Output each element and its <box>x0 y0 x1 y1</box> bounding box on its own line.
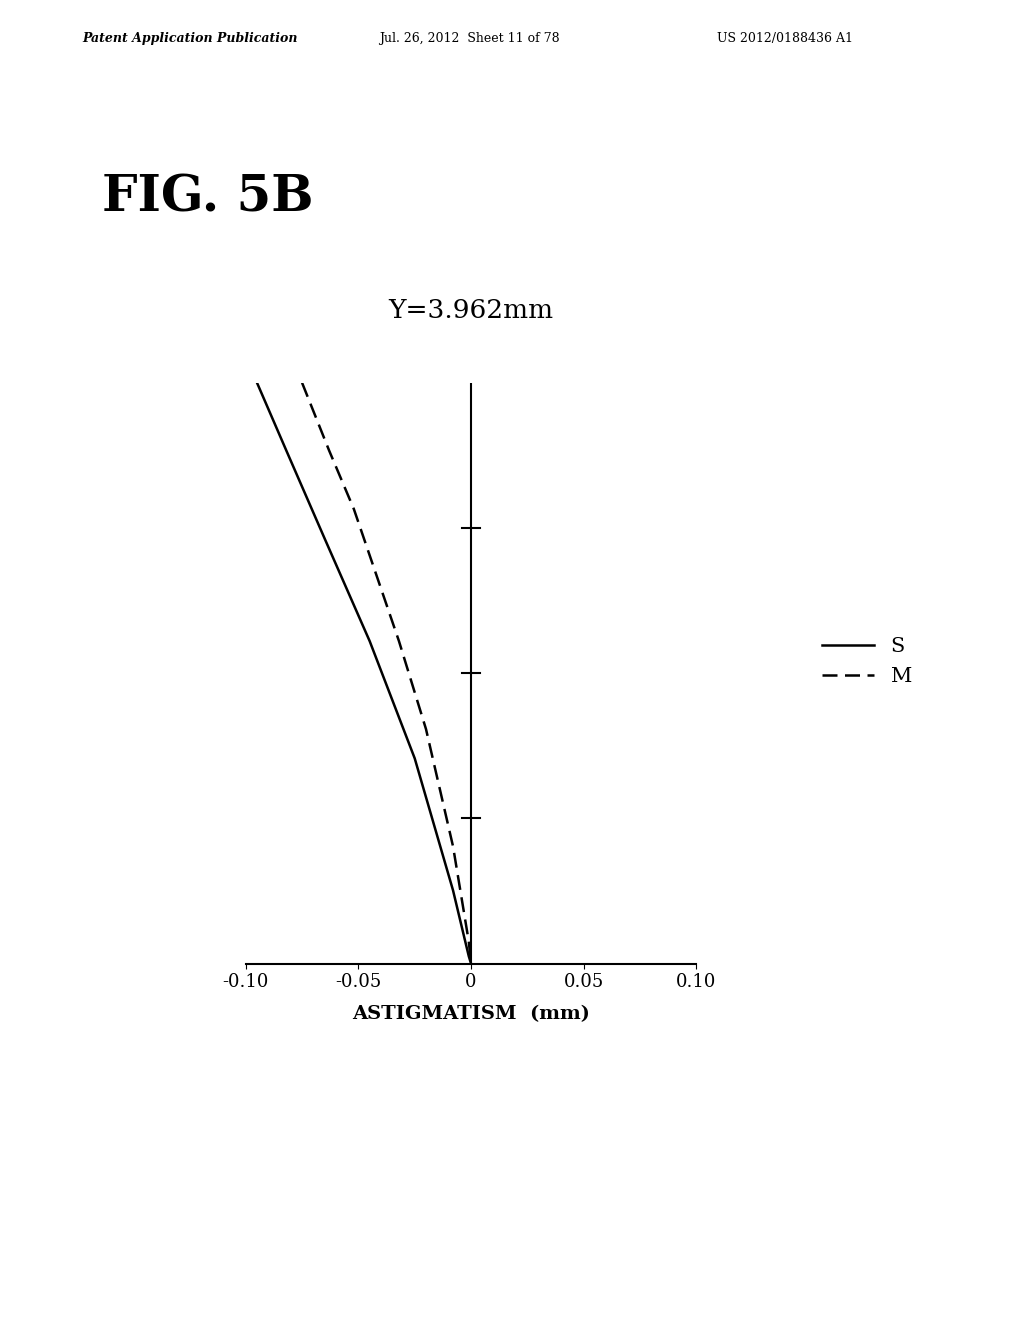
Text: FIG. 5B: FIG. 5B <box>102 173 314 222</box>
Text: Jul. 26, 2012  Sheet 11 of 78: Jul. 26, 2012 Sheet 11 of 78 <box>379 32 559 45</box>
Text: Patent Application Publication: Patent Application Publication <box>82 32 297 45</box>
X-axis label: ASTIGMATISM  (mm): ASTIGMATISM (mm) <box>352 1006 590 1023</box>
Text: Y=3.962mm: Y=3.962mm <box>388 298 554 323</box>
Text: US 2012/0188436 A1: US 2012/0188436 A1 <box>717 32 853 45</box>
Legend: S, M: S, M <box>813 630 921 694</box>
